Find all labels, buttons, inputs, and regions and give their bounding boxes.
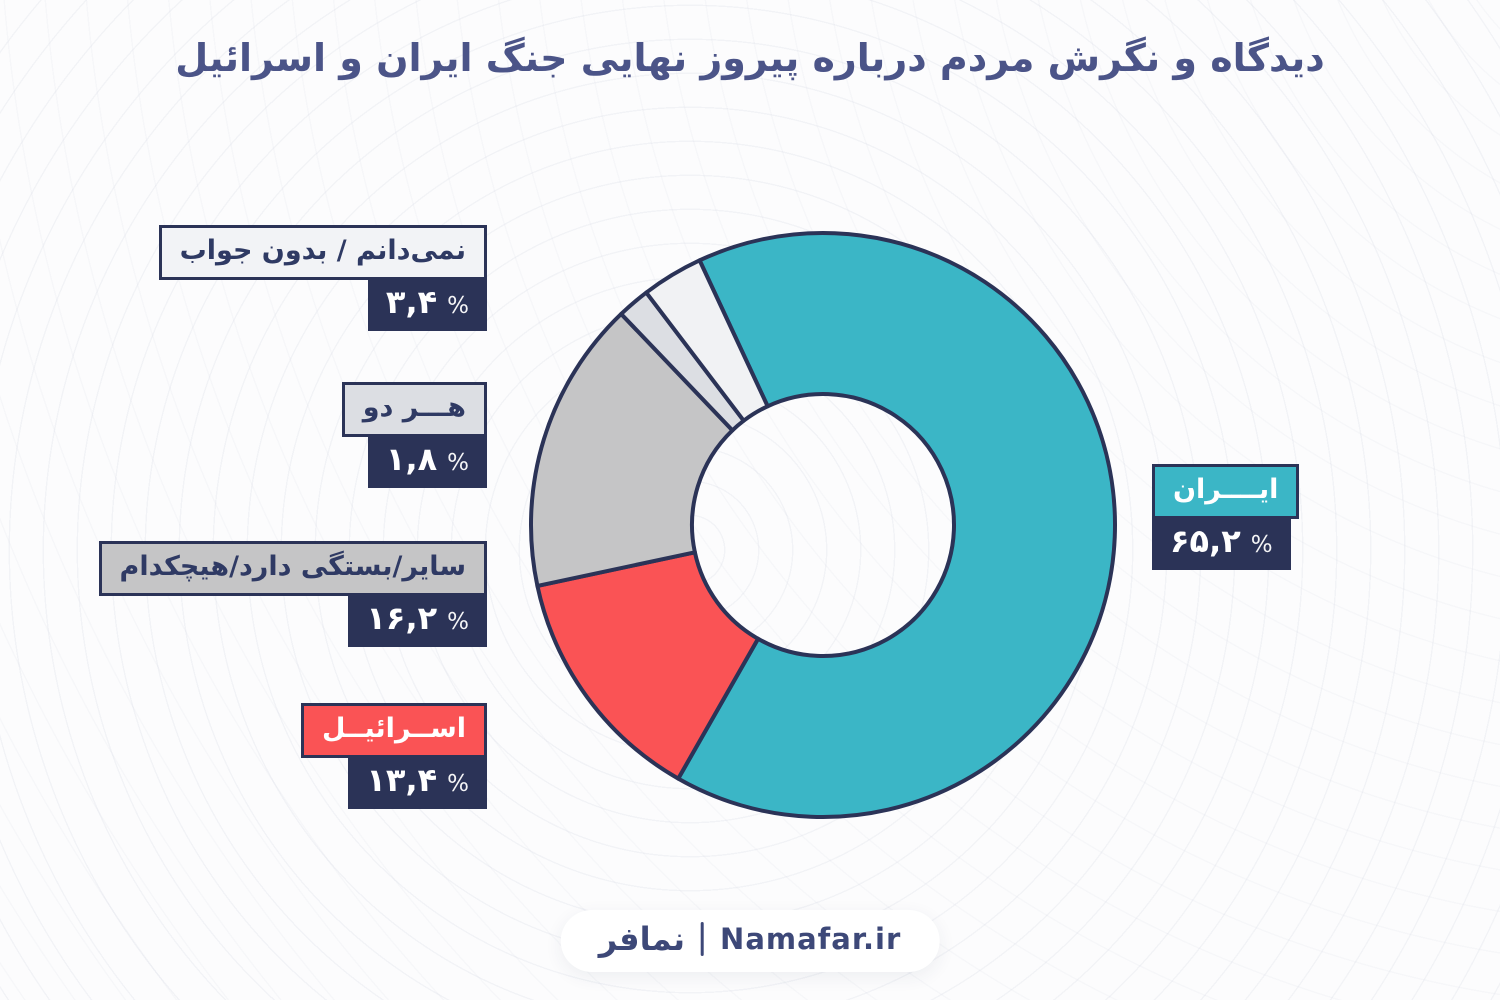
- page-title: دیدگاه و نگرش مردم درباره پیروز نهایی جن…: [175, 36, 1325, 80]
- percent-sign: %: [447, 609, 469, 635]
- callout-israel: اســرائیــل ۱۳,۴ %: [300, 703, 487, 809]
- callout-other: سایر/بستگی دارد/هیچکدام ۱۶,۲ %: [98, 541, 487, 647]
- brand-url[interactable]: Namafar.ir: [720, 922, 902, 956]
- slice-dont-know-no-answer: [644, 258, 770, 423]
- slice-other-depends-none: [529, 311, 735, 588]
- label-box-both: هـــر دو: [341, 382, 487, 437]
- callout-dont-know: نمی‌دانم / بدون جواب ۳,۴ %: [158, 225, 487, 331]
- percent-sign: %: [1250, 532, 1273, 558]
- value-dont-know: ۳,۴: [385, 283, 438, 321]
- value-iran: ۶۵,۲: [1170, 522, 1241, 560]
- slice-israel: [535, 550, 761, 781]
- percent-sign: %: [447, 450, 469, 476]
- value-box-other: ۱۶,۲ %: [348, 593, 487, 647]
- percent-sign: %: [447, 293, 469, 319]
- value-box-israel: ۱۳,۴ %: [348, 755, 487, 809]
- brand-divider: [701, 922, 705, 956]
- label-box-israel: اســرائیــل: [300, 703, 487, 758]
- percent-sign: %: [447, 771, 469, 797]
- value-box-both: ۱,۸ %: [367, 434, 487, 488]
- value-box-iran: ۶۵,۲ %: [1152, 516, 1291, 570]
- value-box-dont-know: ۳,۴ %: [367, 277, 487, 331]
- value-other: ۱۶,۲: [366, 599, 438, 637]
- slice-iran: [676, 231, 1117, 819]
- label-box-dont-know: نمی‌دانم / بدون جواب: [158, 225, 487, 280]
- value-israel: ۱۳,۴: [366, 761, 438, 799]
- footer-brand-pill: نمافر Namafar.ir: [560, 910, 940, 972]
- callout-both: هـــر دو ۱,۸ %: [341, 382, 487, 488]
- label-box-other: سایر/بستگی دارد/هیچکدام: [98, 541, 487, 596]
- brand-logo-fa: نمافر: [598, 920, 686, 958]
- value-both: ۱,۸: [385, 440, 438, 478]
- label-box-iran: ایــــران: [1152, 464, 1300, 519]
- donut-chart: [529, 231, 1117, 819]
- callout-iran: ایــــران ۶۵,۲ %: [1152, 464, 1300, 570]
